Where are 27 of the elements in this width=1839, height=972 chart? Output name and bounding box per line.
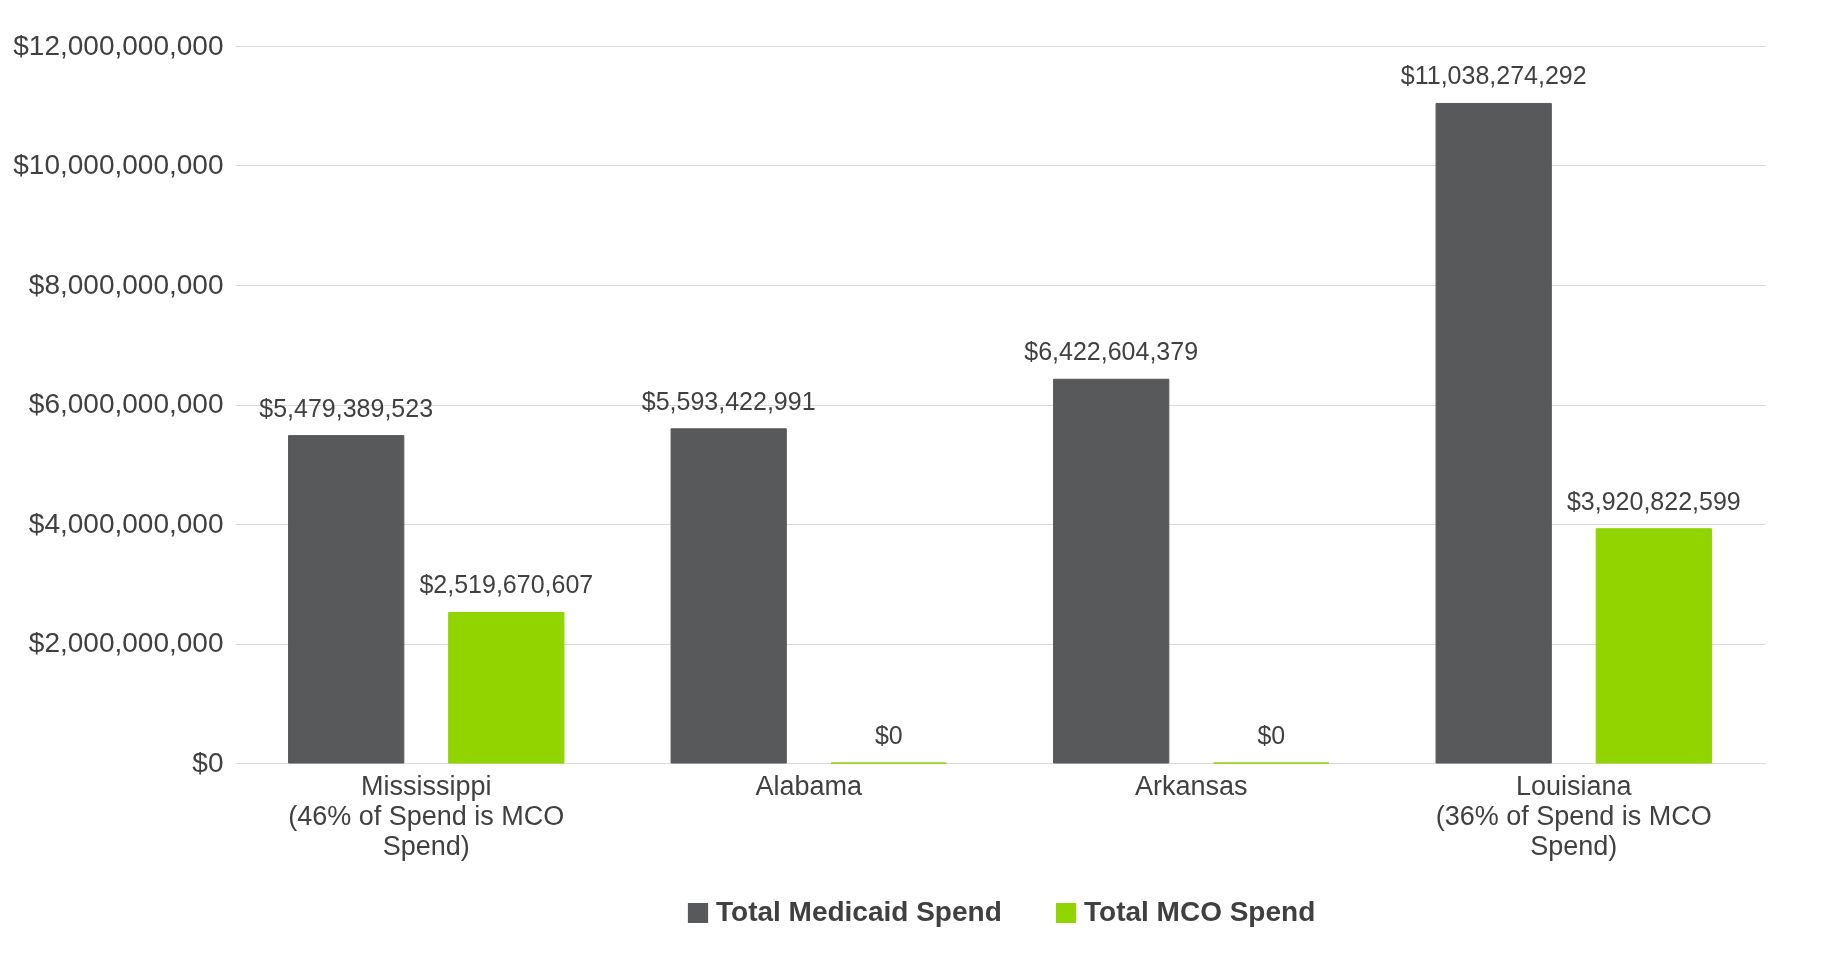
data-label: $6,422,604,379	[1024, 337, 1199, 366]
x-tick-label: Alabama	[755, 770, 864, 801]
y-tick-label: $4,000,000,000	[28, 507, 224, 539]
legend-label: Total MCO Spend	[1084, 896, 1316, 927]
data-label: $2,519,670,607	[419, 570, 594, 599]
x-tick-label: Louisiana (36% of Spend is MCO Spend)	[1435, 770, 1712, 861]
data-label: $3,920,822,599	[1566, 486, 1741, 515]
bar	[1595, 528, 1712, 764]
legend-label: Total Medicaid Spend	[716, 896, 1002, 927]
y-tick-label: $2,000,000,000	[28, 627, 224, 658]
data-label: $5,593,422,991	[641, 386, 816, 415]
y-tick-label: $10,000,000,000	[13, 149, 224, 180]
bar	[448, 611, 565, 764]
y-tick-label: $8,000,000,000	[28, 268, 224, 300]
bar	[288, 435, 405, 764]
data-label: $0	[874, 721, 903, 749]
x-tick-label: Mississippi (46% of Spend is MCO Spend)	[288, 770, 565, 861]
data-label: $11,038,274,292	[1400, 61, 1587, 90]
bar	[1435, 102, 1552, 764]
bar	[670, 428, 787, 764]
bar	[1053, 378, 1170, 764]
y-tick-label: $12,000,000,000	[13, 29, 224, 61]
y-tick-label: $6,000,000,000	[28, 388, 224, 419]
data-label: $5,479,389,523	[259, 393, 434, 422]
x-tick-label: Arkansas	[1134, 770, 1248, 801]
data-label: $0	[1257, 721, 1286, 749]
y-tick-label: $0	[192, 746, 224, 778]
